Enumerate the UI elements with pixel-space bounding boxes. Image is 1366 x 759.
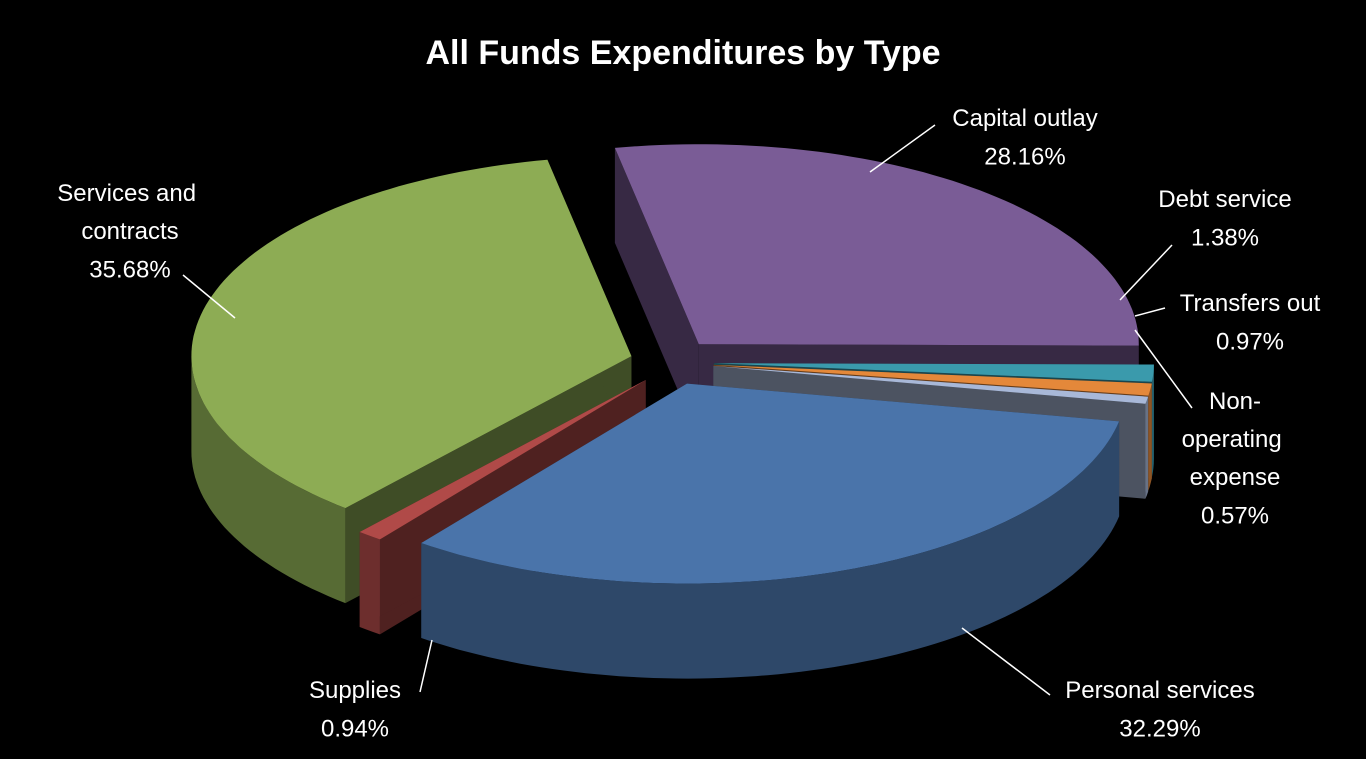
slice <box>359 380 646 540</box>
value-label: 0.97% <box>1216 328 1284 355</box>
slice <box>713 366 1149 404</box>
slice <box>191 159 632 509</box>
slice-side <box>359 532 380 635</box>
category-label: Services and contracts <box>57 180 202 245</box>
slice-side <box>421 421 1120 679</box>
slice-side <box>614 147 699 440</box>
leader-line <box>182 274 236 319</box>
value-label: 35.68% <box>89 256 170 283</box>
value-label: 0.94% <box>321 715 389 742</box>
slice-side <box>191 356 346 604</box>
slice <box>713 363 1154 382</box>
slice <box>421 383 1120 584</box>
slice <box>713 364 1152 396</box>
value-label: 32.29% <box>1119 715 1200 742</box>
value-label: 28.16% <box>984 143 1065 170</box>
category-label: Supplies <box>309 677 401 704</box>
leader-line <box>1134 329 1193 409</box>
slice-side <box>1148 383 1152 491</box>
category-label: Debt service <box>1158 186 1291 213</box>
leader-line <box>419 639 433 693</box>
slice-side <box>1152 364 1154 477</box>
value-label: 0.57% <box>1201 502 1269 529</box>
category-label: Transfers out <box>1180 290 1321 317</box>
chart-title: All Funds Expenditures by Type <box>425 34 940 72</box>
leader-line <box>961 627 1051 696</box>
category-label: Capital outlay <box>952 105 1097 132</box>
leader-line <box>1134 307 1166 317</box>
leader-line <box>1119 244 1173 301</box>
category-label: Non-operating expense <box>1182 388 1289 491</box>
value-label: 1.38% <box>1191 224 1259 251</box>
category-label: Personal services <box>1065 677 1254 704</box>
slice <box>614 144 1139 346</box>
slice-side <box>1145 396 1149 499</box>
leader-line <box>869 124 936 173</box>
